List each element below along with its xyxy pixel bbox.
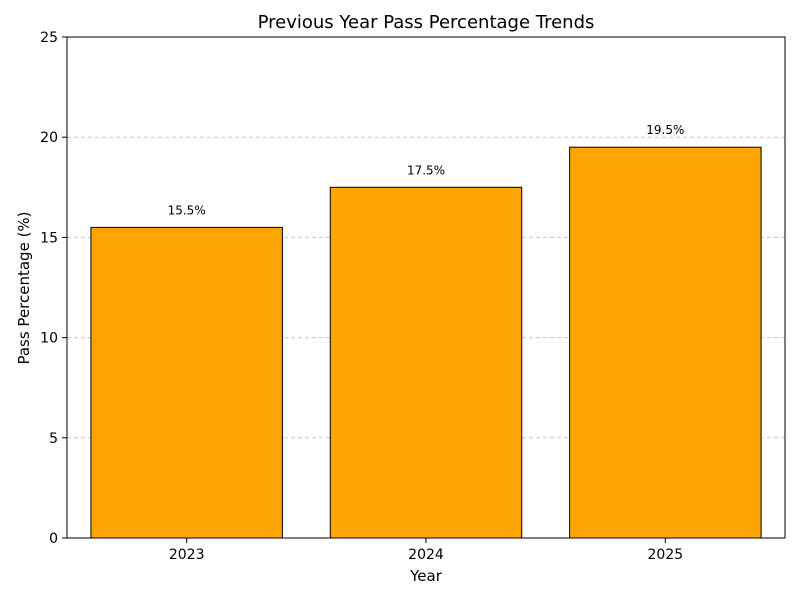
bars <box>90 146 762 539</box>
data-label-2024: 17.5% <box>407 163 445 177</box>
x-tick-label: 2024 <box>408 547 444 563</box>
y-axis-ticks: 0 5 10 15 20 25 <box>40 30 67 547</box>
bar-2023 <box>90 226 283 539</box>
x-tick-label: 2023 <box>169 547 205 563</box>
y-tick-label: 25 <box>40 30 58 46</box>
x-axis-ticks: 2023 2024 2025 <box>169 538 683 563</box>
y-tick-label: 0 <box>49 531 58 547</box>
y-tick-label: 5 <box>49 431 58 447</box>
x-axis-title: Year <box>409 567 443 585</box>
data-label-2025: 19.5% <box>646 123 684 137</box>
data-labels: 15.5% 17.5% 19.5% <box>168 123 685 217</box>
y-axis-title: Pass Percentage (%) <box>15 211 33 364</box>
bar-2024 <box>329 186 523 539</box>
chart-title: Previous Year Pass Percentage Trends <box>258 12 595 33</box>
bar-2025 <box>569 146 762 539</box>
data-label-2023: 15.5% <box>168 203 206 217</box>
y-tick-label: 20 <box>40 130 58 146</box>
x-tick-label: 2025 <box>648 547 684 563</box>
y-tick-label: 10 <box>40 331 58 347</box>
y-tick-label: 15 <box>40 230 58 246</box>
